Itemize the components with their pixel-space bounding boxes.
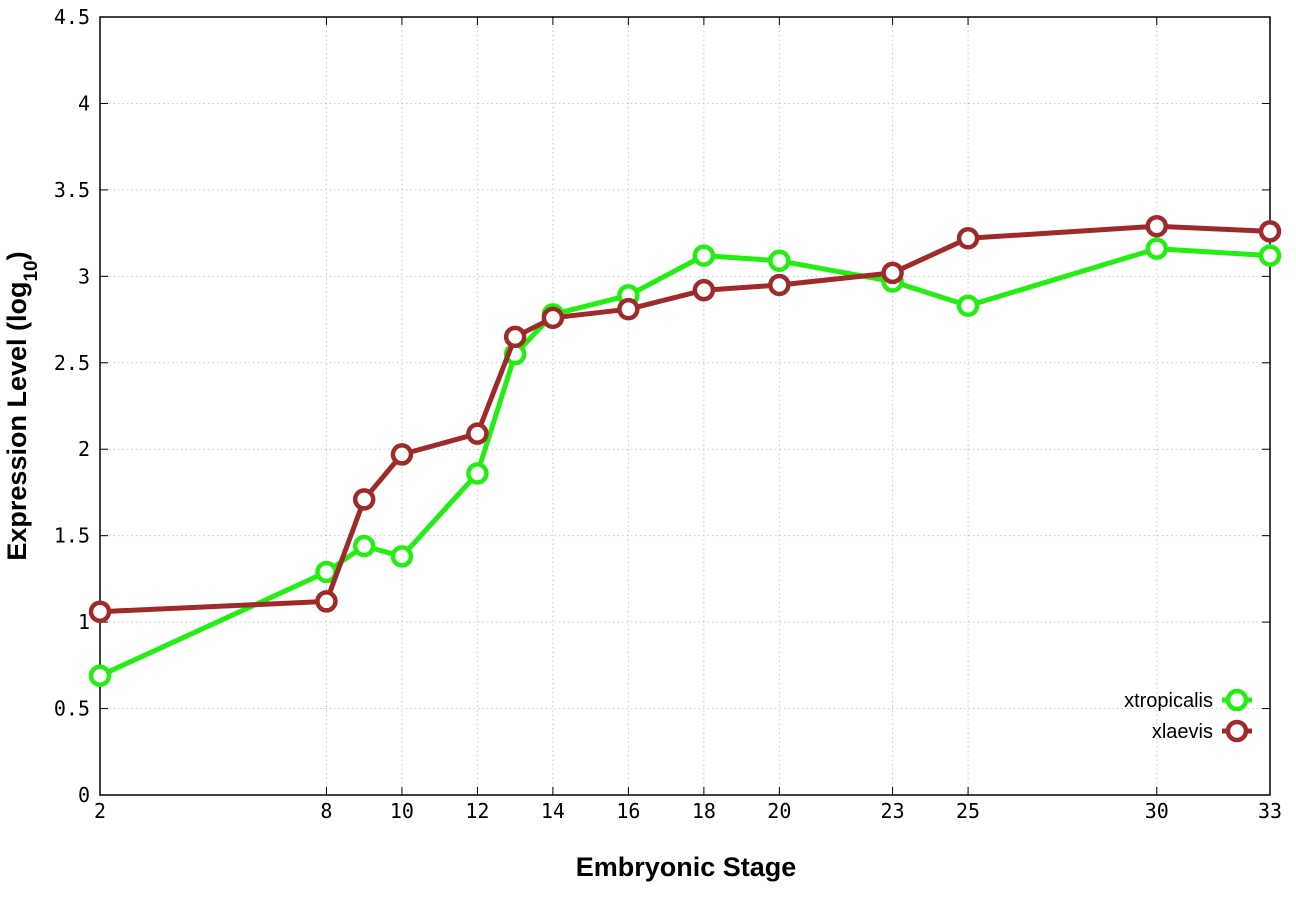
data-point-xlaevis: [956, 227, 980, 250]
data-point-xlaevis: [617, 297, 640, 321]
x-tick-label: 14: [541, 799, 565, 823]
legend-label: xlaevis: [1152, 721, 1213, 743]
data-point-xlaevis: [1145, 214, 1169, 238]
x-tick-label: 18: [692, 799, 716, 823]
y-tick-label: 1.5: [54, 524, 90, 548]
x-tick-label: 10: [390, 799, 414, 823]
y-axis-label-subscript: 10: [21, 260, 42, 281]
x-tick-label: 23: [881, 799, 905, 823]
data-point-xlaevis: [315, 590, 338, 613]
y-tick-label: 3.5: [54, 178, 90, 202]
x-tick-label: 25: [956, 799, 980, 823]
legend-entry-xlaevis: xlaevis: [1152, 719, 1252, 743]
data-point-xtropicalis: [956, 294, 980, 317]
data-point-xtropicalis: [88, 664, 112, 687]
data-point-xlaevis: [692, 278, 716, 302]
x-tick-label: 2: [94, 799, 106, 823]
y-axis-label: Expression Level (log10): [2, 251, 42, 560]
legend-entry-xtropicalis: xtropicalis: [1124, 688, 1252, 712]
series-layer: [88, 214, 1282, 687]
y-tick-label: 4: [78, 91, 90, 115]
data-point-xtropicalis: [1145, 237, 1169, 260]
series-line-xtropicalis: [97, 246, 1273, 679]
x-tick-label: 30: [1145, 799, 1169, 823]
y-tick-label: 0: [78, 783, 90, 807]
data-point-xlaevis: [352, 488, 376, 511]
legend-swatch-marker: [1225, 688, 1249, 712]
data-point-xlaevis: [390, 443, 414, 466]
x-tick-label: 20: [767, 799, 791, 823]
data-point-xtropicalis: [390, 545, 414, 568]
x-axis-label: Embryonic Stage: [576, 852, 797, 882]
y-axis-label-main: Expression Level (log: [2, 282, 32, 561]
data-point-xlaevis: [1258, 220, 1282, 243]
data-point-xlaevis: [768, 273, 791, 297]
y-tick-label: 1: [78, 610, 90, 634]
y-tick-label: 3: [78, 264, 90, 288]
legend-swatch-marker: [1225, 719, 1249, 743]
data-point-xlaevis: [466, 422, 489, 445]
data-point-xtropicalis: [1258, 244, 1282, 267]
series-xtropicalis: [88, 237, 1282, 687]
data-point-xtropicalis: [352, 534, 376, 558]
y-tick-label: 2: [78, 437, 90, 461]
plot-frame: [99, 16, 1271, 796]
x-tick-label: 12: [465, 799, 489, 823]
axis-ticks: 0 0.5 1 1.5 2 2.5 3 3.5 4 4.5 2 8 10 12 14 16 18 20 23 25 30…: [54, 5, 1282, 823]
legend: xtropicalis xlaevis: [1124, 688, 1252, 743]
y-axis-label-close: ): [2, 251, 32, 260]
series-line-xlaevis: [97, 223, 1273, 615]
x-tick-label: 33: [1258, 799, 1282, 823]
data-point-xlaevis: [503, 325, 527, 349]
y-tick-label: 0.5: [54, 697, 90, 721]
series-xlaevis: [88, 214, 1282, 623]
data-point-xlaevis: [88, 600, 112, 623]
data-point-xtropicalis: [768, 249, 791, 273]
x-tick-label: 8: [320, 799, 332, 823]
data-point-xtropicalis: [692, 244, 716, 267]
data-point-xtropicalis: [466, 462, 489, 485]
x-tick-label: 16: [616, 799, 640, 823]
data-point-xlaevis: [541, 306, 565, 330]
grid-lines: [100, 17, 1270, 795]
data-point-xlaevis: [881, 261, 904, 285]
y-tick-label: 2.5: [54, 351, 90, 375]
legend-label: xtropicalis: [1124, 690, 1213, 712]
y-tick-label: 4.5: [54, 5, 90, 29]
